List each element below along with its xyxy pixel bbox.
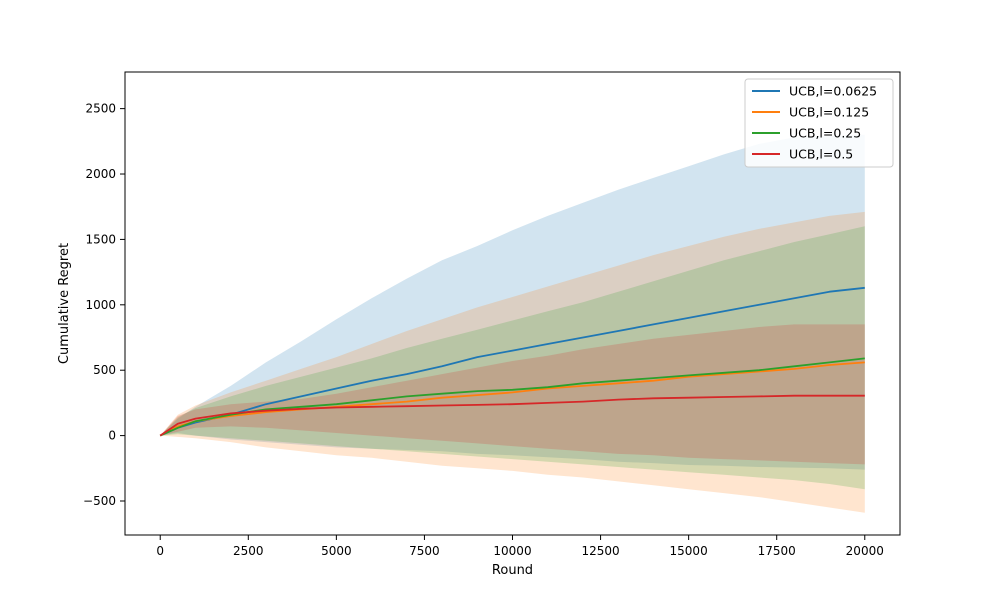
y-tick-label: 1000 — [85, 298, 116, 312]
x-tick-label: 15000 — [670, 544, 708, 558]
y-tick-label: 0 — [108, 429, 116, 443]
confidence-band-3 — [160, 226, 865, 490]
x-tick-label: 12500 — [581, 544, 619, 558]
confidence-band-1 — [160, 134, 865, 470]
y-tick-label: 500 — [93, 363, 116, 377]
confidence-band-2 — [160, 211, 865, 513]
y-tick-label: 2500 — [85, 102, 116, 116]
legend-label: UCB,l=0.0625 — [789, 84, 877, 99]
series-lines — [159, 286, 865, 437]
confidence-band-4 — [160, 324, 865, 465]
y-tick-label: −500 — [83, 494, 116, 508]
x-axis-ticks: 0 2500 5000 7500 10000 12500 15000 17500 20000 — [156, 535, 884, 558]
legend: UCB,l=0.0625 UCB,l=0.125 UCB,l=0.25 UCB,l=0… — [744, 78, 894, 168]
y-tick-label: 1500 — [85, 232, 116, 246]
axes: 0 2500 5000 7500 10000 12500 15000 17500 20000 −… — [57, 71, 901, 578]
series-line-4 — [159, 394, 865, 437]
y-axis-ticks: −500 0 500 1000 1500 2000 2500 — [83, 102, 125, 508]
legend-label: UCB,l=0.25 — [789, 126, 861, 141]
legend-box — [744, 78, 894, 168]
x-axis-label: Round — [492, 563, 533, 578]
x-tick-label: 10000 — [493, 544, 531, 558]
x-tick-label: 0 — [156, 544, 164, 558]
x-tick-label: 17500 — [758, 544, 796, 558]
x-tick-label: 20000 — [846, 544, 884, 558]
x-tick-label: 7500 — [409, 544, 440, 558]
y-tick-label: 2000 — [85, 167, 116, 181]
x-tick-label: 5000 — [321, 544, 352, 558]
series-line-1 — [159, 286, 865, 437]
legend-label: UCB,l=0.125 — [789, 105, 869, 120]
x-tick-label: 2500 — [233, 544, 264, 558]
y-axis-label: Cumulative Regret — [57, 243, 72, 364]
confidence-bands — [160, 134, 865, 513]
legend-label: UCB,l=0.5 — [789, 147, 853, 162]
series-line-2 — [159, 361, 865, 437]
